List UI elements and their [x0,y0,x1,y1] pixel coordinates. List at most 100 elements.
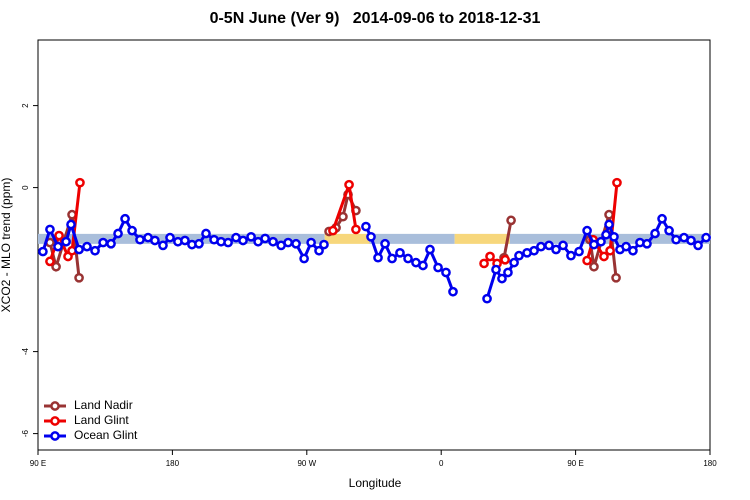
data-point [657,213,667,224]
data-point [433,262,443,273]
data-point [671,234,681,245]
data-point [306,237,316,248]
data-point [260,233,270,244]
data-point [45,256,55,267]
data-point [98,237,108,248]
data-point [127,225,137,236]
data-point [497,273,507,284]
data-point [611,272,621,283]
data-point [53,241,63,252]
data-point [551,244,561,255]
x-axis-label: Longitude [349,476,402,490]
chart-title: 0-5N June (Ver 9) 2014-09-06 to 2018-12-… [210,10,541,27]
data-point [201,228,211,239]
data-point [380,238,390,249]
data-point [135,234,145,245]
data-point [612,177,622,188]
data-point [90,245,100,256]
data-point [299,253,309,264]
data-point [150,235,160,246]
x-tick-label: 180 [703,459,717,468]
data-point [373,252,383,263]
data-point [604,219,614,230]
data-point [441,267,451,278]
x-tick-label: 90 E [567,459,583,468]
data-point [500,254,510,265]
x-tick-label: 180 [166,459,180,468]
data-point [536,241,546,252]
data-point [601,229,611,240]
y-tick-label: 0 [21,185,30,190]
y-axis-label: XCO2 - MLO trend (ppm) [0,178,13,313]
x-tick-label: 90 E [30,459,46,468]
data-point [319,239,329,250]
x-tick-label: 90 W [297,459,316,468]
data-point [113,228,123,239]
data-point [566,250,576,261]
data-point [194,238,204,249]
data-point [74,244,84,255]
y-tick-label: 2 [21,103,30,108]
data-point [650,228,660,239]
data-point [605,245,615,256]
data-point [582,225,592,236]
data-point [351,224,361,235]
data-point [328,225,338,236]
y-tick-label: -6 [21,429,30,437]
data-point [66,219,76,230]
legend-marker [50,401,60,411]
data-point [621,241,631,252]
data-point [485,251,495,262]
legend-label: Land Glint [74,413,129,427]
data-point [180,235,190,246]
data-point [361,221,371,232]
data-point [609,231,619,242]
data-point [238,235,248,246]
plot-frame [37,39,711,451]
data-point [82,241,92,252]
data-point [693,240,703,251]
data-point [642,238,652,249]
legend-marker [50,416,60,426]
data-point [395,247,405,258]
y-tick-label: -4 [21,347,30,355]
data-point [558,240,568,251]
data-point [701,232,711,243]
data-point [425,244,435,255]
data-point [529,245,539,256]
data-point [106,238,116,249]
data-point [686,235,696,246]
data-point [403,253,413,264]
data-point [366,231,376,242]
data-point [75,177,85,188]
data-point [509,257,519,268]
data-point [268,236,278,247]
legend-label: Ocean Glint [74,428,138,442]
data-point [38,246,48,257]
data-point [574,246,584,257]
data-point [482,293,492,304]
data-point [344,179,354,190]
data-point [246,231,256,242]
data-point [418,260,428,271]
data-point [51,261,61,272]
data-point [120,213,130,224]
data-point [61,236,71,247]
data-point [596,236,606,247]
data-point [544,240,554,251]
data-point [582,255,592,266]
legend-label: Land Nadir [74,398,133,412]
data-point [514,250,524,261]
data-point [283,237,293,248]
data-point [158,240,168,251]
legend-marker [50,431,60,441]
x-tick-label: 0 [439,459,444,468]
data-point [506,215,516,226]
data-point [45,224,55,235]
data-point [503,267,513,278]
data-point [223,237,233,248]
data-point [165,232,175,243]
